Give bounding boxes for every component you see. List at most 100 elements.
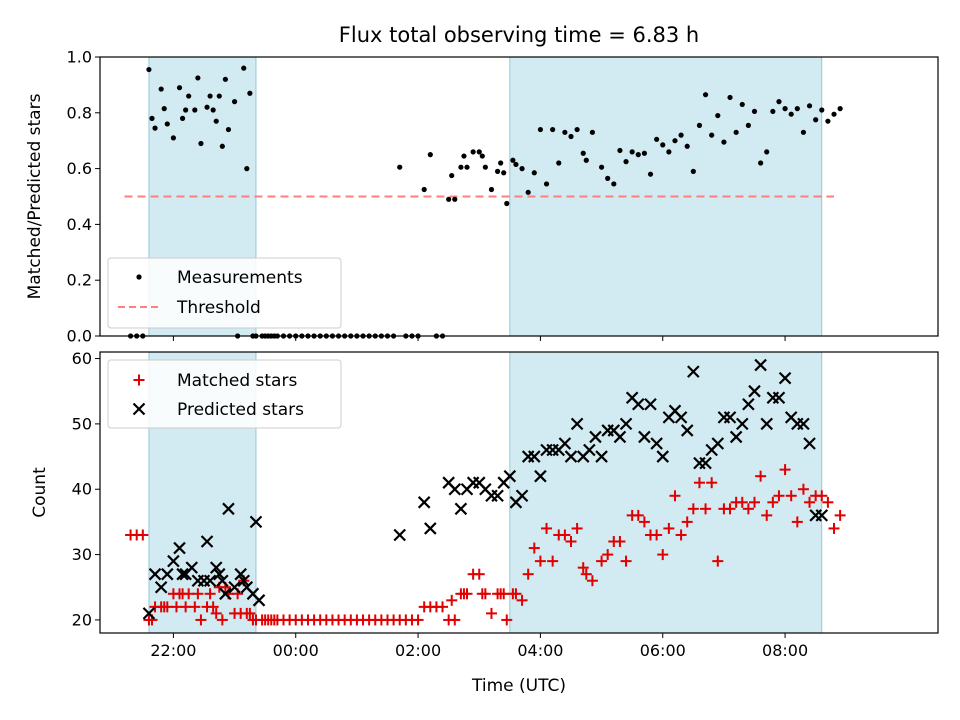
matched-point	[577, 562, 589, 574]
measurement-point	[837, 106, 843, 112]
matched-point	[700, 503, 712, 515]
measurements-series	[127, 65, 843, 339]
measurement-point	[678, 132, 684, 138]
measurement-point	[504, 200, 510, 207]
matched-point	[204, 588, 216, 600]
y-tick-label: 1.0	[67, 48, 92, 67]
matched-point	[797, 483, 809, 495]
top-panel: 0.0 0.2 0.4 0.6 0.8 1.0 Matched/Predicted sta…	[25, 48, 939, 346]
measurement-point	[488, 186, 495, 193]
matched-point	[501, 614, 513, 626]
predicted-point	[417, 496, 431, 509]
predicted-point	[534, 469, 547, 483]
x-axis-label: Time (UTC)	[471, 676, 566, 696]
matched-point	[657, 549, 669, 561]
predicted-point	[595, 450, 608, 463]
measurement-point	[146, 66, 152, 73]
predicted-point	[797, 417, 810, 431]
top-axes-frame	[99, 56, 939, 337]
matched-point	[687, 503, 699, 515]
measurement-point	[550, 126, 556, 133]
measurement-point	[397, 164, 403, 170]
matched-point	[761, 509, 773, 521]
measurement-point	[149, 115, 155, 121]
predicted-point	[528, 450, 541, 463]
measurement-point	[421, 186, 427, 193]
predicted-point	[228, 580, 241, 594]
measurement-point	[498, 160, 504, 166]
measurement-point	[776, 99, 782, 105]
matched-legend-glyph	[133, 374, 145, 386]
matched-point	[195, 614, 207, 626]
y-tick-label: 0.6	[67, 159, 92, 178]
predicted-point	[699, 456, 712, 470]
measurement-point	[213, 118, 219, 124]
measurement-point	[758, 160, 764, 166]
predicted-point	[219, 587, 232, 601]
predicted-point	[237, 574, 251, 587]
bottom-axes-frame	[99, 351, 939, 634]
predicted-point	[558, 437, 572, 450]
predicted-point	[650, 437, 663, 450]
measurement-point	[427, 152, 433, 158]
matched-point	[216, 614, 228, 626]
measurement-point	[179, 115, 186, 121]
matched-point	[137, 529, 149, 541]
measurement-point	[635, 152, 641, 158]
matched-point	[779, 464, 791, 476]
measurement-point	[751, 108, 758, 115]
predicted-point	[249, 515, 263, 529]
predicted-point	[772, 391, 786, 405]
measurement-point	[446, 196, 452, 202]
x-tick-label: 06:00	[640, 641, 686, 660]
measurement-point	[825, 118, 831, 124]
matched-point	[816, 490, 828, 502]
predicted-point	[393, 528, 407, 542]
measurement-point	[449, 172, 455, 179]
matched-point	[669, 490, 681, 502]
matched-point	[485, 607, 497, 619]
measurement-point	[219, 143, 225, 149]
matched-point	[586, 575, 598, 587]
matched-point	[244, 607, 256, 619]
measurement-point	[482, 164, 488, 170]
predicted-point	[448, 482, 462, 496]
predicted-point	[644, 398, 657, 411]
matched-point	[791, 516, 803, 528]
measurement-point	[696, 122, 703, 128]
matched-point	[675, 529, 687, 541]
measurement-point	[623, 159, 629, 165]
measurement-point	[210, 107, 216, 113]
measurement-point	[745, 122, 751, 128]
top-shaded-span	[509, 56, 823, 337]
measurement-point	[702, 92, 709, 98]
measurement-point	[537, 126, 544, 133]
matched-point	[712, 555, 724, 567]
matched-point	[516, 594, 528, 606]
matched-point	[534, 555, 546, 567]
bottom-legend-box	[107, 359, 342, 429]
measurement-point	[513, 161, 519, 168]
measurement-point	[476, 149, 482, 155]
bottom-y-ticks: 20 30 40 50 60	[72, 349, 100, 629]
bottom-y-axis-label: Count	[30, 467, 50, 518]
matched-point	[170, 601, 182, 613]
predicted-point	[619, 417, 633, 431]
matched-point	[724, 503, 736, 515]
bottom-shaded-span	[509, 351, 823, 634]
top-x-ticks	[172, 336, 786, 341]
measurement-point	[733, 129, 739, 135]
predicted-point	[723, 411, 737, 424]
predicted-point	[564, 450, 578, 463]
x-tick-label: 08:00	[762, 641, 808, 660]
predicted-point	[200, 535, 214, 548]
y-tick-label: 0.0	[67, 327, 92, 346]
top-legend: Measurements Threshold	[107, 257, 342, 329]
measurement-point	[660, 142, 666, 148]
measurement-point	[770, 108, 776, 115]
predicted-point	[815, 509, 829, 522]
measurement-point	[788, 111, 794, 117]
measurement-point	[525, 189, 531, 195]
predicted-point	[680, 424, 694, 437]
measurement-point	[819, 107, 825, 113]
